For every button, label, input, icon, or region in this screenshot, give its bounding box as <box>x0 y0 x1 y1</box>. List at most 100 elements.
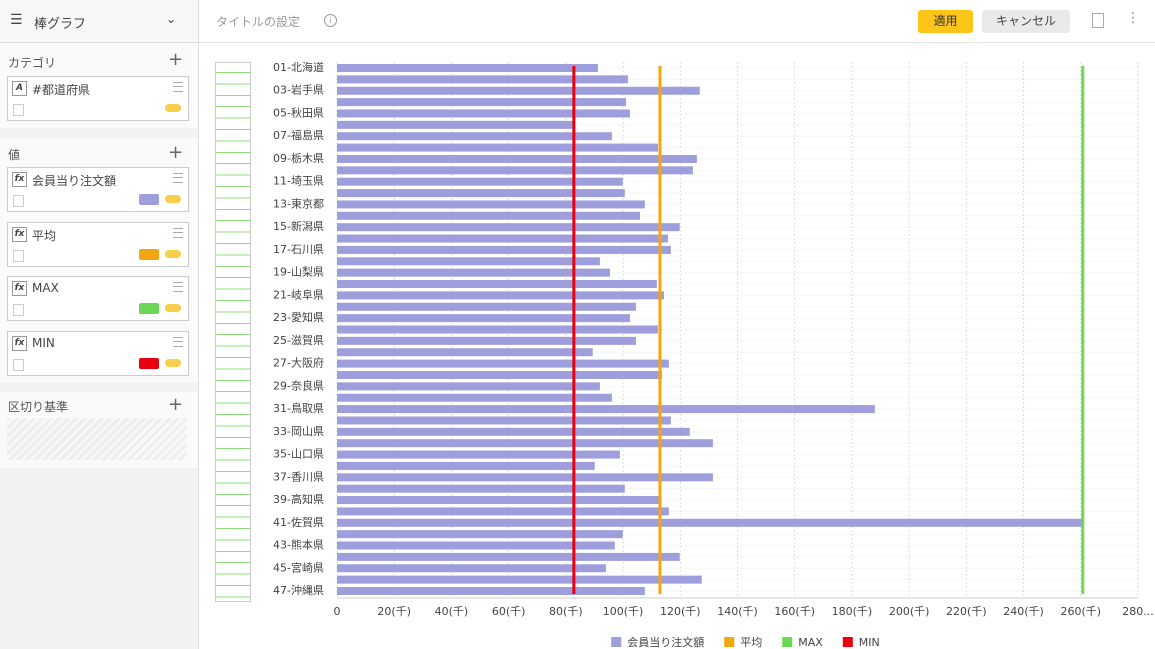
bar <box>337 507 669 516</box>
y-tick-label: 37-香川県 <box>273 470 324 483</box>
color-swatch[interactable] <box>139 357 159 369</box>
bar <box>337 132 612 141</box>
export-icon[interactable] <box>1092 13 1104 28</box>
field[interactable]: fx 平均 <box>7 221 189 267</box>
x-tick-label: 200(千) <box>889 605 930 618</box>
add-button[interactable]: + <box>168 394 184 415</box>
bar <box>337 473 713 482</box>
info-icon[interactable]: i <box>324 14 337 27</box>
field[interactable]: A #都道府県 <box>7 76 189 121</box>
add-button[interactable]: + <box>168 49 184 70</box>
values-section: 値 + fx 会員当り注文額 fx 平均 fx MAX fx MIN <box>0 138 198 383</box>
delete[interactable] <box>13 249 24 262</box>
handle[interactable] <box>173 173 183 183</box>
y-tick-label: 41-佐賀県 <box>273 515 324 529</box>
x-tick-label: 60(千) <box>492 605 526 618</box>
field-icon: fx <box>12 335 27 351</box>
handle[interactable] <box>173 282 183 292</box>
toggle[interactable] <box>165 104 181 112</box>
drop-zone[interactable] <box>7 418 187 460</box>
handle[interactable] <box>173 227 183 238</box>
delete[interactable] <box>13 358 24 371</box>
toggle[interactable] <box>165 195 181 203</box>
delete[interactable] <box>13 304 24 316</box>
toggle[interactable] <box>165 304 181 312</box>
bar <box>337 223 680 232</box>
bar <box>337 541 615 550</box>
field[interactable]: fx MIN <box>7 330 189 376</box>
legend-label: MAX <box>798 636 823 649</box>
y-tick-label: 15-新潟県 <box>273 219 324 233</box>
bar <box>337 336 636 345</box>
handle[interactable] <box>173 82 183 92</box>
color-swatch[interactable] <box>139 248 159 260</box>
y-tick-label: 23-愛知県 <box>273 310 324 324</box>
bar <box>337 154 697 163</box>
icon: ☰ <box>10 12 23 28</box>
y-tick-label: 05-秋田県 <box>273 105 324 119</box>
field[interactable]: fx MAX <box>7 276 189 321</box>
handle[interactable] <box>173 336 183 347</box>
x-tick-label: 0 <box>334 605 341 618</box>
y-tick-label: 47-沖縄県 <box>273 583 324 597</box>
bar <box>337 496 659 505</box>
bar <box>337 416 671 425</box>
y-tick-label: 25-滋賀県 <box>273 334 324 347</box>
bar <box>337 200 645 209</box>
bar <box>337 450 620 459</box>
chevron: ⌄ <box>166 12 177 26</box>
menu-icon[interactable]: ⋮ <box>1126 10 1140 26</box>
y-tick-label: 07-福島県 <box>273 128 324 142</box>
bar <box>337 461 595 470</box>
minimap[interactable] <box>215 62 251 602</box>
bar <box>337 120 574 129</box>
y-tick-label: 39-高知県 <box>273 492 324 506</box>
bar <box>337 564 606 573</box>
field-icon: fx <box>12 172 27 187</box>
bar <box>337 257 600 266</box>
apply-button[interactable]: 適用 <box>918 10 973 33</box>
legend-swatch <box>842 637 853 647</box>
section-header: 区切り基準 <box>8 400 69 414</box>
bar <box>337 393 612 402</box>
legend-swatch <box>782 637 793 647</box>
y-tick-label: 43-熊本県 <box>273 538 324 552</box>
legend-swatch <box>724 637 735 647</box>
section-header: 値 <box>8 148 21 162</box>
field-name: 平均 <box>32 228 57 243</box>
legend-label: 平均 <box>740 636 762 649</box>
field[interactable]: fx 会員当り注文額 <box>7 167 189 212</box>
bar <box>337 75 628 84</box>
x-tick-label: 180(千) <box>832 605 873 618</box>
bar <box>337 109 630 118</box>
sidebar: ☰ 棒グラフ ⌄ カテゴリ + A #都道府県 値 + fx 会員当り注文額 fx 平… <box>0 0 199 649</box>
bar <box>337 234 668 243</box>
bar <box>337 314 630 323</box>
toggle[interactable] <box>165 358 181 367</box>
x-tick-label: 20(千) <box>377 605 411 618</box>
bar <box>337 280 657 289</box>
x-tick-label: 80(千) <box>549 605 583 618</box>
delete[interactable] <box>13 195 24 207</box>
chart-type-selector[interactable]: ☰ 棒グラフ ⌄ <box>0 0 198 43</box>
color-swatch[interactable] <box>139 303 159 314</box>
legend-label: 会員当り注文額 <box>627 635 704 649</box>
add-button[interactable]: + <box>168 142 184 163</box>
y-tick-label: 21-岐阜県 <box>273 288 324 301</box>
cancel-button[interactable]: キャンセル <box>982 10 1070 33</box>
toggle[interactable] <box>165 249 181 258</box>
bar <box>337 359 669 368</box>
y-tick-label: 33-岡山県 <box>273 425 324 438</box>
y-tick-label: 13-東京都 <box>273 196 324 210</box>
delete[interactable] <box>13 104 24 116</box>
bar <box>337 348 593 357</box>
bar <box>337 439 713 448</box>
bar <box>337 370 662 379</box>
title-input[interactable]: タイトルの設定 <box>216 15 301 29</box>
bar <box>337 166 693 175</box>
bar <box>337 575 702 584</box>
y-tick-label: 01-北海道 <box>273 60 324 74</box>
color-swatch[interactable] <box>139 194 159 205</box>
field-name: MAX <box>32 281 59 295</box>
bar <box>337 143 658 152</box>
